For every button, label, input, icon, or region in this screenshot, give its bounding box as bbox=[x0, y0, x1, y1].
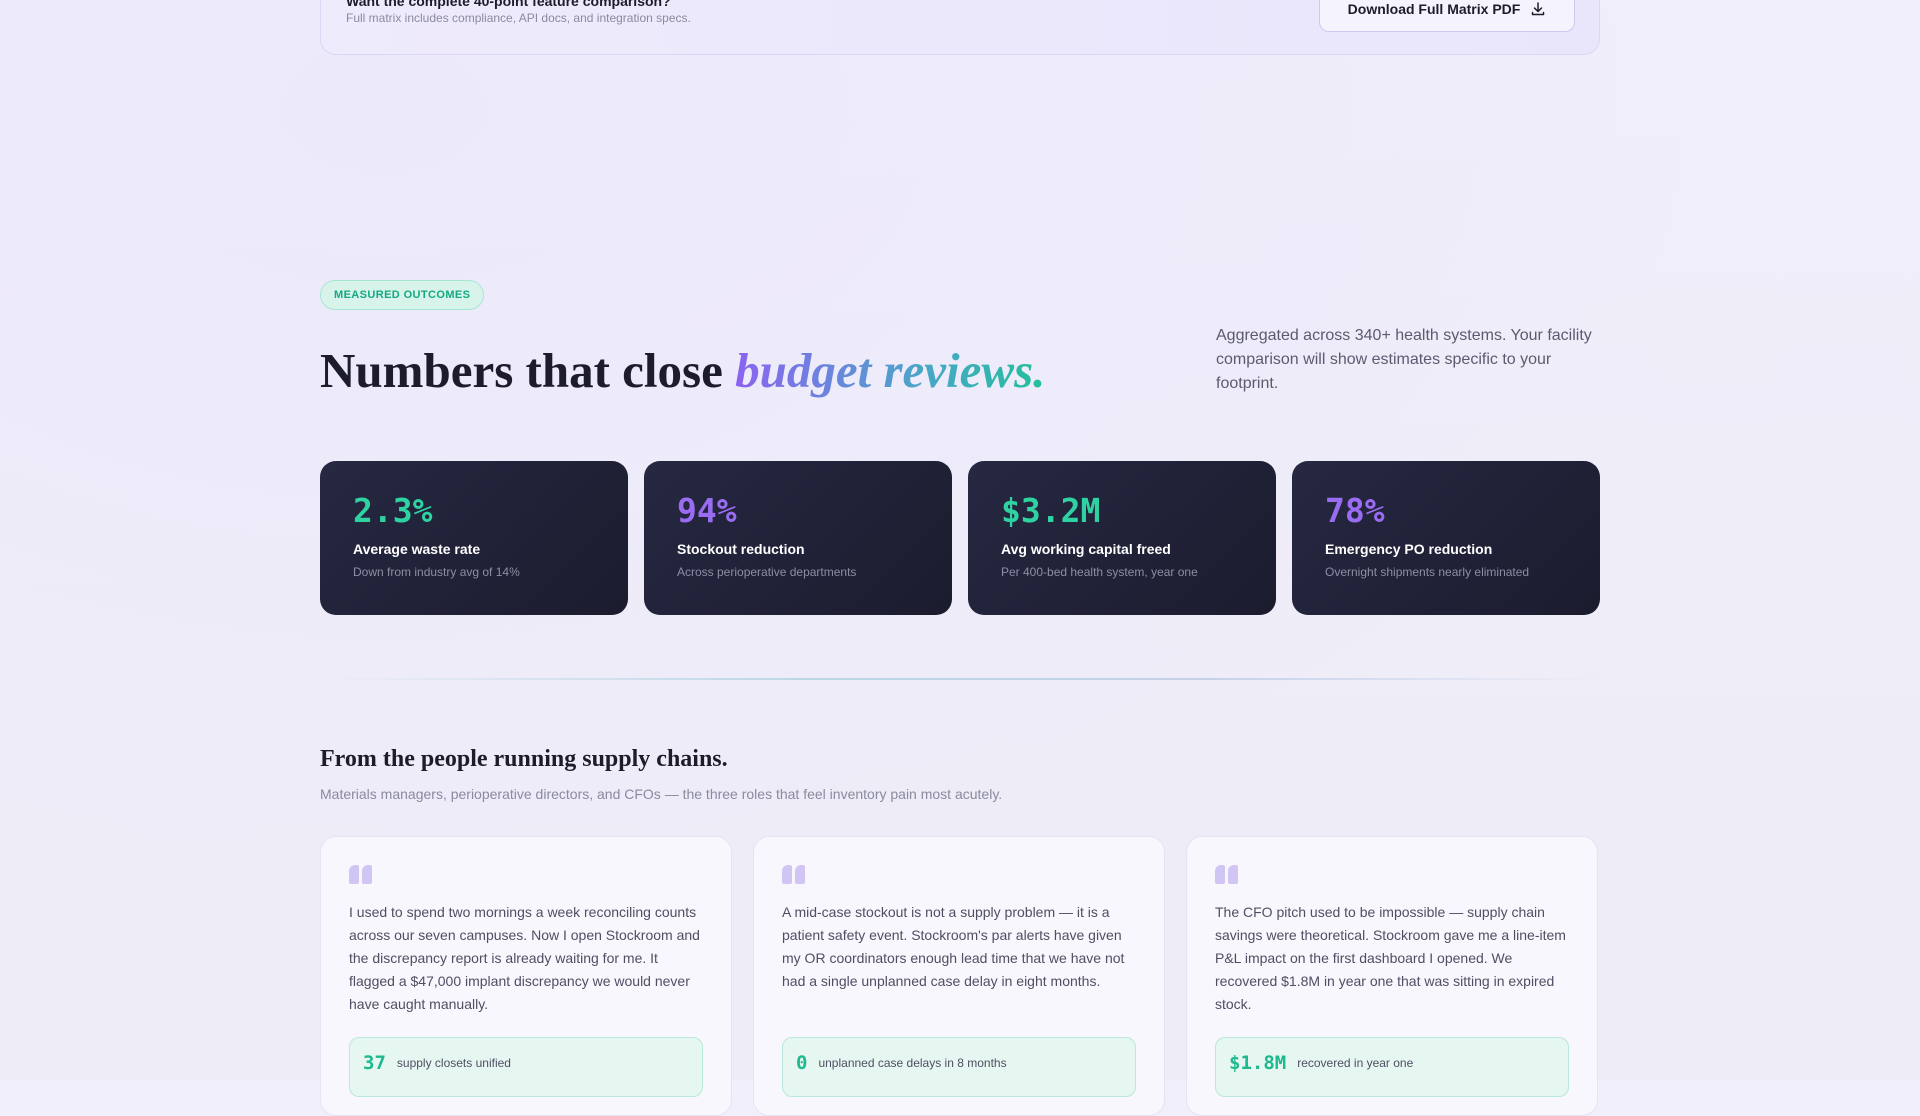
stat-value: 78% bbox=[1325, 491, 1385, 530]
quote-icon bbox=[349, 865, 703, 885]
testimonials-subtitle: Materials managers, perioperative direct… bbox=[320, 786, 1003, 802]
stats-row: 2.3% Average waste rate Down from indust… bbox=[320, 461, 1600, 615]
stat-label: Avg working capital freed bbox=[1001, 541, 1171, 557]
testimonial-text: A mid-case stockout is not a supply prob… bbox=[782, 904, 1125, 989]
stat-card-working-capital: $3.2M Avg working capital freed Per 400-… bbox=[968, 461, 1276, 615]
headline-plain: Numbers that close bbox=[320, 343, 736, 398]
metric-value: $1.8M bbox=[1229, 1052, 1287, 1074]
testimonial-text: I used to spend two mornings a week reco… bbox=[349, 904, 700, 1012]
metric-label: unplanned case delays in 8 months bbox=[818, 1056, 1007, 1070]
testimonial-card: I used to spend two mornings a week reco… bbox=[320, 836, 732, 1116]
stat-subtext: Per 400-bed health system, year one bbox=[1001, 565, 1198, 579]
testimonial-metric: 0 unplanned case delays in 8 months bbox=[782, 1037, 1136, 1097]
quote-icon bbox=[1215, 865, 1569, 885]
testimonial-card: A mid-case stockout is not a supply prob… bbox=[753, 836, 1165, 1116]
testimonial-metric: $1.8M recovered in year one bbox=[1215, 1037, 1569, 1097]
stat-subtext: Across perioperative departments bbox=[677, 565, 857, 579]
testimonial-card: The CFO pitch used to be impossible — su… bbox=[1186, 836, 1598, 1116]
stat-label: Emergency PO reduction bbox=[1325, 541, 1493, 557]
metric-value: 37 bbox=[363, 1052, 386, 1074]
download-icon bbox=[1532, 1, 1545, 15]
download-button-label: Download Full Matrix PDF bbox=[1347, 0, 1521, 17]
stat-card-waste: 2.3% Average waste rate Down from indust… bbox=[320, 461, 628, 615]
banner-title: Want the complete 40-point feature compa… bbox=[346, 0, 671, 9]
metric-value: 0 bbox=[796, 1052, 808, 1074]
outcomes-headline: Numbers that close budget reviews. bbox=[320, 342, 1045, 399]
stat-card-stockout: 94% Stockout reduction Across perioperat… bbox=[644, 461, 952, 615]
stat-value: $3.2M bbox=[1001, 491, 1101, 530]
download-matrix-button[interactable]: Download Full Matrix PDF bbox=[1319, 0, 1575, 32]
testimonials-title: From the people running supply chains. bbox=[320, 746, 728, 772]
banner-subtitle: Full matrix includes compliance, API doc… bbox=[346, 11, 691, 25]
feature-matrix-banner: Want the complete 40-point feature compa… bbox=[320, 0, 1600, 55]
stat-card-emergency-po: 78% Emergency PO reduction Overnight shi… bbox=[1292, 461, 1600, 615]
stat-label: Average waste rate bbox=[353, 541, 481, 557]
metric-label: supply closets unified bbox=[396, 1056, 511, 1070]
testimonial-text: The CFO pitch used to be impossible — su… bbox=[1215, 904, 1566, 1012]
quote-icon bbox=[782, 865, 1136, 885]
stat-value: 2.3% bbox=[353, 491, 433, 530]
testimonial-metric: 37 supply closets unified bbox=[349, 1037, 703, 1097]
testimonials-row: I used to spend two mornings a week reco… bbox=[320, 836, 1600, 1116]
stat-label: Stockout reduction bbox=[677, 541, 805, 557]
section-divider bbox=[320, 678, 1600, 680]
outcomes-aside-text: Aggregated across 340+ health systems. Y… bbox=[1216, 327, 1592, 392]
headline-accent: budget reviews. bbox=[735, 343, 1046, 398]
measured-outcomes-pill: MEASURED OUTCOMES bbox=[320, 280, 485, 310]
stat-value: 94% bbox=[677, 491, 737, 530]
stat-subtext: Overnight shipments nearly eliminated bbox=[1325, 565, 1530, 579]
stat-subtext: Down from industry avg of 14% bbox=[353, 565, 520, 579]
metric-label: recovered in year one bbox=[1297, 1056, 1414, 1070]
